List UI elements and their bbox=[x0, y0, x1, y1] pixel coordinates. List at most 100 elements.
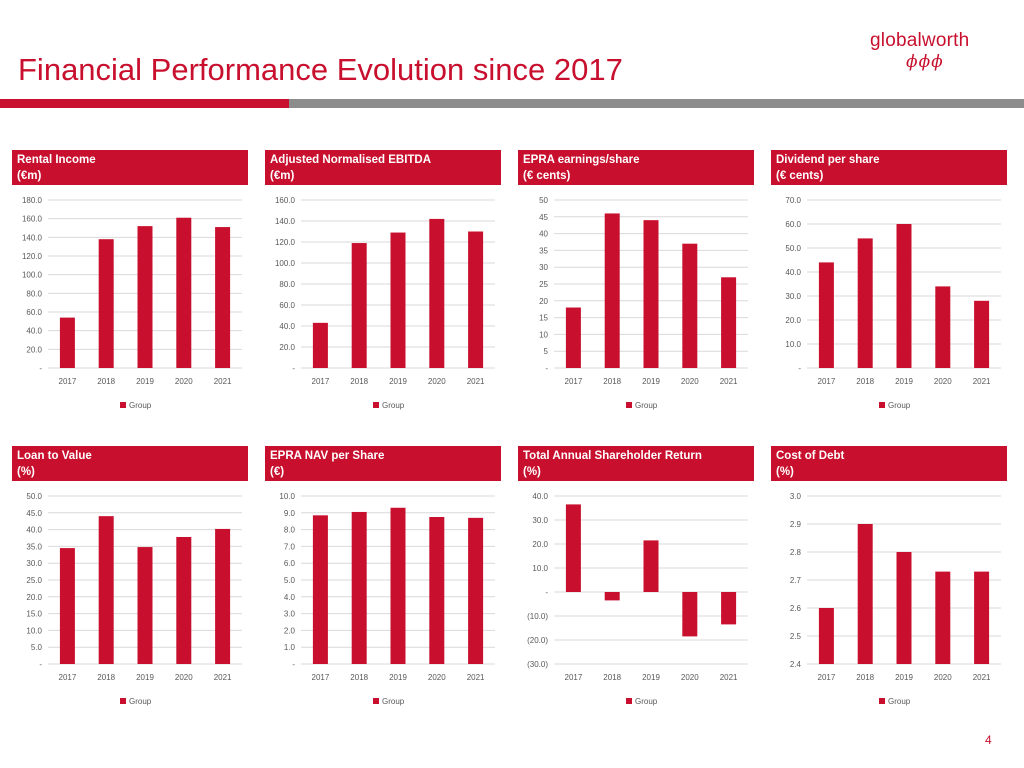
legend-label: Group bbox=[888, 401, 911, 410]
x-tick-label: 2018 bbox=[856, 673, 874, 682]
bar-chart: - 1.0 2.0 3.0 4.0 5.0 6.0 7.0 8.0 9.0 10.0 2017 2018… bbox=[279, 492, 495, 706]
legend-label: Group bbox=[635, 401, 658, 410]
x-tick-label: 2019 bbox=[895, 377, 913, 386]
legend-swatch bbox=[626, 402, 632, 408]
y-tick-label: 9.0 bbox=[284, 509, 296, 518]
bar-2017 bbox=[818, 608, 834, 664]
y-tick-label: 3.0 bbox=[790, 492, 802, 501]
bar-2020 bbox=[935, 286, 951, 368]
chart-title: EPRA NAV per Share bbox=[270, 450, 385, 462]
x-tick-label: 2020 bbox=[681, 673, 699, 682]
chart-subtitle: (€ cents) bbox=[523, 170, 571, 182]
x-tick-label: 2017 bbox=[565, 673, 583, 682]
bar-2020 bbox=[176, 536, 192, 664]
bar-2019 bbox=[390, 507, 406, 664]
y-tick-label: 35 bbox=[539, 246, 548, 255]
legend-label: Group bbox=[382, 401, 405, 410]
y-tick-label: - bbox=[545, 364, 548, 373]
bar-chart: - 10.0 20.0 30.0 40.0 50.0 60.0 70.0 2017 2018 201… bbox=[785, 196, 1001, 410]
bar-2018 bbox=[857, 524, 873, 664]
bar-2018 bbox=[604, 592, 620, 601]
x-tick-label: 2017 bbox=[312, 673, 330, 682]
y-tick-label: 25 bbox=[539, 280, 548, 289]
bar-2020 bbox=[176, 217, 192, 368]
bar-2018 bbox=[351, 511, 367, 664]
y-tick-label: - bbox=[798, 364, 801, 373]
y-tick-label: - bbox=[292, 660, 295, 669]
legend-swatch bbox=[879, 402, 885, 408]
chart-subtitle: (€m) bbox=[270, 170, 295, 182]
bar-2021 bbox=[721, 277, 737, 368]
bar-2020 bbox=[935, 571, 951, 664]
x-tick-label: 2021 bbox=[720, 673, 738, 682]
y-tick-label: 10.0 bbox=[26, 626, 42, 635]
chart-title: Rental Income bbox=[17, 154, 96, 166]
bar-2019 bbox=[896, 552, 912, 664]
bar-chart: 2.4 2.5 2.6 2.7 2.8 2.9 3.0 2017 2018 2019 2020 202… bbox=[790, 492, 1001, 706]
y-tick-label: 2.4 bbox=[790, 660, 802, 669]
x-tick-label: 2017 bbox=[818, 673, 836, 682]
bar-chart: - 5.0 10.0 15.0 20.0 25.0 30.0 35.0 40.0 45.0 50.0… bbox=[26, 492, 242, 706]
chart-title: Adjusted Normalised EBITDA bbox=[270, 154, 432, 166]
chart-header: Rental Income (€m) bbox=[12, 150, 248, 185]
chart-header: EPRA NAV per Share (€) bbox=[265, 446, 501, 481]
y-tick-label: - bbox=[545, 588, 548, 597]
x-tick-label: 2021 bbox=[973, 377, 991, 386]
legend-label: Group bbox=[382, 697, 405, 706]
y-tick-label: 50.0 bbox=[26, 492, 42, 501]
y-tick-label: 3.0 bbox=[284, 610, 296, 619]
y-tick-label: 140.0 bbox=[275, 217, 296, 226]
bar-2020 bbox=[682, 243, 698, 368]
bar-2017 bbox=[59, 548, 75, 664]
y-tick-label: 2.0 bbox=[284, 626, 296, 635]
y-tick-label: 40 bbox=[539, 230, 548, 239]
x-tick-label: 2019 bbox=[136, 673, 154, 682]
y-tick-label: 45.0 bbox=[26, 509, 42, 518]
y-tick-label: 1.0 bbox=[284, 643, 296, 652]
chart-panel-cost-of-debt: Cost of Debt (%) 2.4 2.5 2.6 2.7 2.8 2.9 3.0 20… bbox=[771, 446, 1007, 706]
bar-chart: - 5 10 15 20 25 30 35 40 45 50 2017 2018 2019 2020 2021… bbox=[539, 196, 748, 410]
chart-subtitle: (€m) bbox=[17, 170, 42, 182]
bar-2019 bbox=[137, 226, 153, 368]
x-tick-label: 2018 bbox=[350, 673, 368, 682]
x-tick-label: 2020 bbox=[934, 673, 952, 682]
x-tick-label: 2019 bbox=[389, 377, 407, 386]
y-tick-label: 30.0 bbox=[532, 516, 548, 525]
title-rule-grey bbox=[289, 99, 1024, 108]
bar-chart: (30.0) (20.0) (10.0) - 10.0 20.0 30.0 40.0 2017 2… bbox=[527, 492, 748, 706]
bar-2019 bbox=[137, 547, 153, 664]
x-tick-label: 2020 bbox=[428, 673, 446, 682]
y-tick-label: 100.0 bbox=[22, 271, 43, 280]
y-tick-label: 2.8 bbox=[790, 548, 802, 557]
y-tick-label: 180.0 bbox=[22, 196, 43, 205]
y-tick-label: 70.0 bbox=[785, 196, 801, 205]
x-tick-label: 2020 bbox=[934, 377, 952, 386]
y-tick-label: 45 bbox=[539, 213, 548, 222]
chart-header: EPRA earnings/share (€ cents) bbox=[518, 150, 754, 185]
y-tick-label: 50 bbox=[539, 196, 548, 205]
bar-chart: - 20.0 40.0 60.0 80.0 100.0 120.0 140.0 160.0 180… bbox=[22, 196, 242, 410]
y-tick-label: - bbox=[39, 660, 42, 669]
y-tick-label: 7.0 bbox=[284, 542, 296, 551]
y-tick-label: 5.0 bbox=[31, 643, 43, 652]
chart-subtitle: (%) bbox=[17, 466, 35, 478]
bar-2017 bbox=[818, 262, 834, 368]
y-tick-label: 2.7 bbox=[790, 576, 802, 585]
chart-header: Loan to Value (%) bbox=[12, 446, 248, 481]
x-tick-label: 2019 bbox=[642, 377, 660, 386]
x-tick-label: 2021 bbox=[214, 673, 232, 682]
chart-subtitle: (€) bbox=[270, 466, 285, 478]
legend-label: Group bbox=[129, 697, 152, 706]
y-tick-label: 4.0 bbox=[284, 593, 296, 602]
y-tick-label: 10.0 bbox=[279, 492, 295, 501]
y-tick-label: 10.0 bbox=[785, 340, 801, 349]
y-tick-label: 20.0 bbox=[785, 316, 801, 325]
bar-2019 bbox=[896, 224, 912, 368]
y-tick-label: 120.0 bbox=[22, 252, 43, 261]
logo-wordmark: globalworth bbox=[870, 30, 970, 51]
bar-2021 bbox=[974, 571, 990, 664]
y-tick-label: 40.0 bbox=[532, 492, 548, 501]
x-tick-label: 2020 bbox=[175, 673, 193, 682]
bar-2017 bbox=[312, 322, 328, 368]
y-tick-label: 8.0 bbox=[284, 526, 296, 535]
